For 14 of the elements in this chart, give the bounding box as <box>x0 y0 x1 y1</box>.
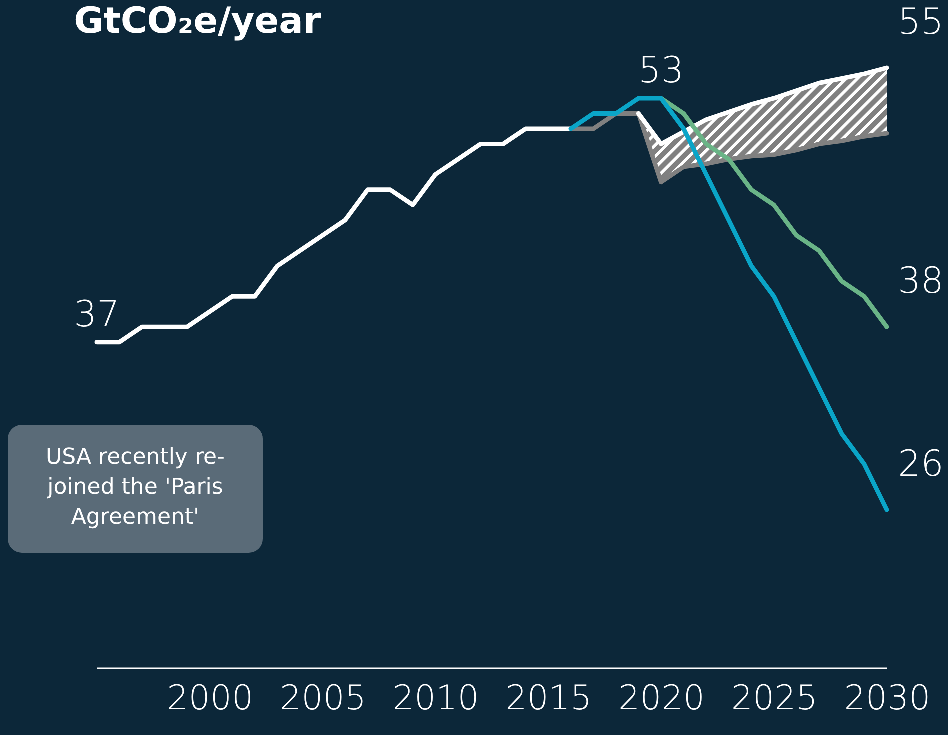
data-label: 37 <box>74 294 120 336</box>
x-tick-label: 2025 <box>731 678 818 718</box>
chart-title: GtCO₂e/year <box>74 1 322 42</box>
data-label: 38 <box>898 261 944 302</box>
x-tick-label: 2010 <box>392 678 480 718</box>
x-tick-label: 2030 <box>844 678 931 718</box>
callout-box: USA recently re-joined the 'Paris Agreement' <box>8 425 263 553</box>
data-label: 55 <box>898 2 944 43</box>
x-tick-label: 2005 <box>280 678 366 718</box>
data-label: 53 <box>638 50 684 92</box>
data-label: 26 <box>898 444 944 485</box>
x-tick-label: 2020 <box>618 678 706 718</box>
x-tick-label: 2015 <box>506 678 592 718</box>
x-tick-label: 2000 <box>167 678 254 718</box>
